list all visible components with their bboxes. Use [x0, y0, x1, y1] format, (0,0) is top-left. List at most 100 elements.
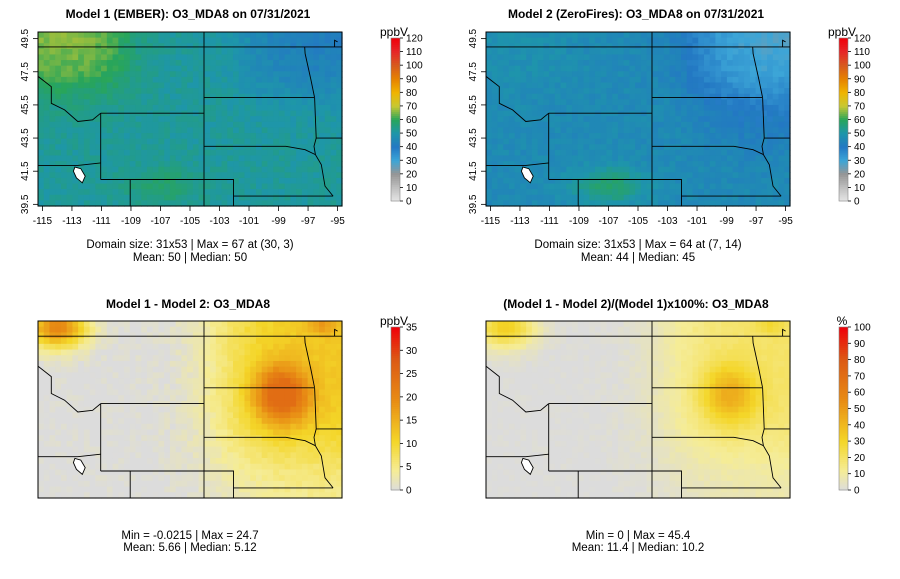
heatmap-cell	[38, 440, 45, 448]
heatmap-cell	[623, 138, 630, 145]
heatmap-cell	[250, 366, 257, 373]
colorbar-swatch	[391, 198, 400, 202]
heatmap-cell	[95, 149, 102, 157]
heatmap-cell	[296, 321, 303, 328]
heatmap-cell	[198, 321, 205, 328]
heatmap-cell	[278, 189, 286, 196]
heatmap-cell	[72, 389, 79, 396]
heatmap-cell	[152, 412, 160, 419]
colorbar-tick-label: 10	[854, 183, 866, 194]
heatmap-cell	[78, 48, 85, 56]
heatmap-cell	[152, 343, 160, 351]
heatmap-cell	[49, 194, 56, 201]
heatmap-cell	[112, 326, 119, 334]
heatmap-cell	[72, 71, 79, 78]
heatmap-cell	[267, 32, 274, 39]
colorbar-swatch	[839, 119, 848, 123]
heatmap-cell	[129, 127, 137, 134]
heatmap-cell	[192, 418, 200, 425]
heatmap-cell	[250, 355, 257, 362]
heatmap-cell	[721, 65, 728, 72]
heatmap-cell	[221, 200, 228, 207]
heatmap-cell	[112, 194, 119, 201]
heatmap-cell	[83, 321, 91, 328]
heatmap-cell	[135, 149, 142, 157]
heatmap-cell	[175, 412, 182, 419]
heatmap-cell	[49, 189, 56, 196]
heatmap-cell	[290, 338, 297, 345]
heatmap-cell	[319, 183, 326, 190]
heatmap-cell	[324, 338, 332, 345]
colorbar-swatch	[391, 80, 400, 84]
heatmap-cell	[175, 161, 182, 168]
heatmap-cell	[698, 104, 705, 112]
heatmap-cell	[491, 161, 499, 168]
heatmap-cell	[66, 116, 74, 123]
heatmap-cell	[129, 372, 137, 379]
heatmap-cell	[526, 82, 533, 89]
heatmap-cell	[503, 32, 510, 39]
heatmap-cell	[135, 326, 142, 334]
heatmap-cell	[164, 60, 171, 67]
heatmap-cell	[112, 372, 119, 379]
heatmap-cell	[38, 332, 45, 339]
heatmap-cell	[508, 149, 516, 157]
heatmap-cell	[761, 161, 768, 168]
heatmap-cell	[78, 400, 85, 408]
heatmap-cell	[336, 406, 343, 413]
heatmap-cell	[531, 54, 539, 61]
heatmap-cell	[336, 76, 343, 84]
heatmap-cell	[640, 93, 648, 100]
heatmap-cell	[244, 406, 251, 413]
heatmap-cell	[43, 326, 51, 334]
colorbar-swatch	[391, 40, 400, 43]
heatmap-cell	[589, 161, 596, 168]
heatmap-cell	[278, 349, 286, 356]
heatmap-cell	[336, 338, 343, 345]
heatmap-cell	[227, 429, 234, 436]
heatmap-cell	[83, 372, 91, 379]
heatmap-cell	[198, 43, 205, 50]
heatmap-cell	[101, 372, 108, 379]
heatmap-cell	[112, 76, 119, 84]
heatmap-cell	[124, 372, 131, 379]
heatmap-cell	[278, 82, 286, 89]
heatmap-cell	[554, 93, 562, 100]
heatmap-cell	[210, 161, 217, 168]
heatmap-cell	[141, 418, 148, 425]
heatmap-cell	[250, 127, 257, 134]
heatmap-cell	[244, 355, 251, 362]
heatmap-cell	[703, 127, 711, 134]
heatmap-cell	[560, 93, 567, 100]
colorbar-swatch	[839, 139, 848, 143]
heatmap-cell	[520, 121, 527, 129]
heatmap-cell	[606, 71, 613, 78]
heatmap-cell	[290, 99, 297, 106]
heatmap-cell	[124, 383, 131, 391]
heatmap-cell	[233, 54, 240, 61]
heatmap-cell	[192, 338, 200, 345]
colorbar-tick-label: 90	[854, 74, 866, 85]
heatmap-cell	[204, 149, 211, 157]
colorbar-swatch	[391, 123, 400, 127]
heatmap-cell	[761, 65, 768, 72]
heatmap-cell	[715, 172, 722, 179]
heatmap-cell	[233, 43, 240, 50]
heatmap-cell	[554, 200, 562, 207]
heatmap-cell	[778, 88, 785, 95]
heatmap-cell	[583, 71, 590, 78]
heatmap-cell	[635, 172, 642, 179]
heatmap-cell	[324, 99, 332, 106]
heatmap-cell	[755, 65, 762, 72]
heatmap-cell	[175, 155, 182, 162]
heatmap-cell	[669, 88, 676, 95]
heatmap-cell	[491, 121, 499, 129]
heatmap-cell	[497, 189, 504, 196]
heatmap-cell	[244, 183, 251, 190]
colorbar-swatch	[839, 156, 848, 159]
heatmap-cell	[612, 189, 619, 196]
heatmap-cell	[589, 155, 596, 162]
heatmap-cell	[129, 332, 137, 339]
colorbar-swatch	[839, 95, 848, 98]
heatmap-cell	[141, 429, 148, 436]
